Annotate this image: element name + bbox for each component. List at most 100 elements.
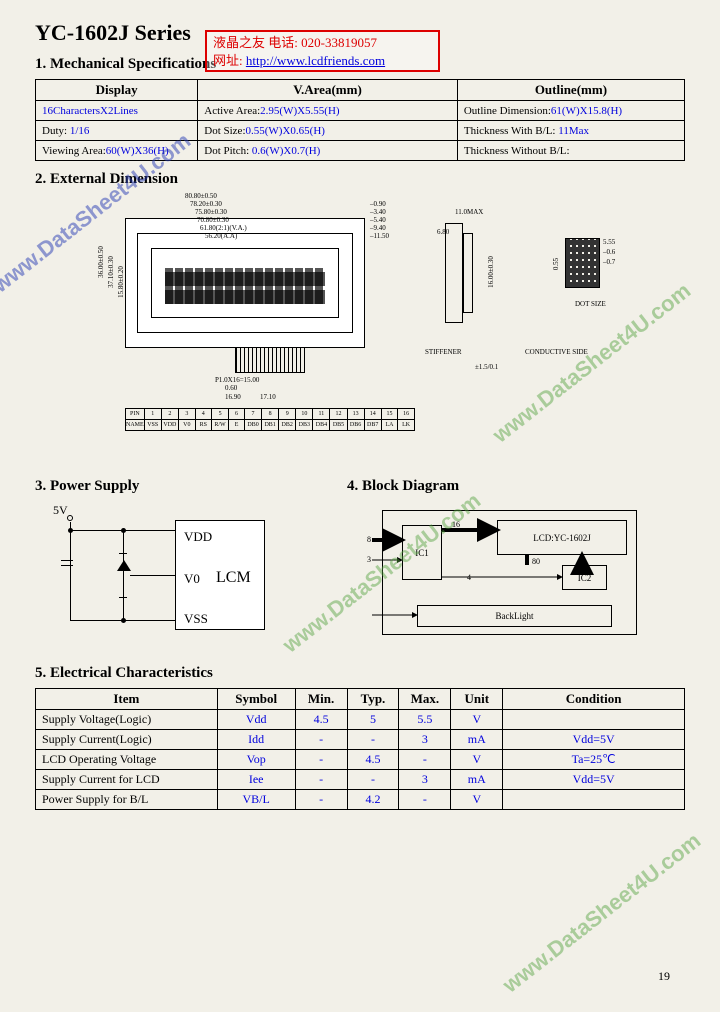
pin-name: LK [398,420,415,431]
pot-bot [119,597,127,598]
cell: V [451,710,503,730]
wire [70,530,71,620]
5v-label: 5V [53,503,68,518]
dim-label: 75.80±0.30 [195,208,227,216]
cell: Vop [217,750,295,770]
dim-label: 70.80±0.30 [197,216,229,224]
pin-name: DB0 [244,420,261,431]
dim-label: CONDUCTIVE SIDE [525,348,588,356]
dim-label: –0.7 [603,258,615,266]
cell [503,790,685,810]
vdd-label: VDD [184,529,212,545]
cell: VB/L [217,790,295,810]
cell: - [399,750,451,770]
pin-name: R/W [212,420,229,431]
cell: - [347,730,399,750]
dim-label: 56.20(A.A) [205,232,237,240]
pin-name: DB6 [347,420,364,431]
pin-num: 15 [381,409,398,420]
cell: Vdd=5V [503,770,685,790]
dim-label: ±1.5/0.1 [475,363,498,371]
name-header: NAME [126,420,145,431]
th: Min. [295,689,347,710]
dot-detail [565,238,600,288]
cell: 3 [399,770,451,790]
cell: 1/16 [70,125,90,137]
cell: - [347,770,399,790]
mech-spec-table: Display V.Area(mm) Outline(mm) 16Charact… [35,79,685,161]
side-view-drawing: 11.0MAX 6.80 16.00±0.30 5.55 –0.6 –0.7 0… [445,218,625,348]
pin-name: E [229,420,245,431]
pin-header: PIN [126,409,145,420]
v0-label: V0 [184,571,200,587]
cell: Supply Current for LCD [36,770,218,790]
mech-row: Viewing Area:60(W)X36(H) Dot Pitch: 0.6(… [36,141,685,161]
cell: Iee [217,770,295,790]
th-display: Display [36,80,198,101]
cell: 4.5 [295,710,347,730]
cell: 0.6(W)X0.7(H) [252,145,320,157]
pin-num: 8 [262,409,279,420]
cell: 61(W)X15.8(H) [551,105,622,117]
stamp-line1: 液晶之友 电话: 020-33819057 [213,34,432,52]
dim-label: –11.50 [370,232,389,240]
dim-label: STIFFENER [425,348,462,356]
stamp-box: 液晶之友 电话: 020-33819057 网址: http://www.lcd… [205,30,440,72]
cell: 0.55(W)X0.65(H) [246,125,325,137]
th: Max. [399,689,451,710]
dim-label: 5.55 [603,238,615,246]
dim-label: 6.80 [437,228,449,236]
cell [503,710,685,730]
cell: 11Max [558,125,589,137]
dim-label: –3.40 [370,208,386,216]
pin-name: DB7 [364,420,381,431]
dim-label: –9.40 [370,224,386,232]
cell-label: Thickness Without B/L: [464,145,570,157]
pin-num: 3 [179,409,195,420]
vss-label: VSS [184,611,208,627]
pin-name: DB5 [330,420,347,431]
cell-label: Duty: [42,125,67,137]
pin-table: PIN 12345678910111213141516 NAME VSSVDDV… [125,408,415,431]
cell: V [451,790,503,810]
stamp-prefix: 网址: [213,53,246,68]
elec-row: Supply Current for LCD Iee - - 3 mA Vdd=… [36,770,685,790]
pin-num: 7 [244,409,261,420]
cell: mA [451,730,503,750]
th: Unit [451,689,503,710]
connector-tab [235,348,305,373]
dim-label: 0.60 [225,384,237,392]
pin-num: 16 [398,409,415,420]
cell: 2.95(W)X5.55(H) [260,105,339,117]
pin-name: LA [381,420,398,431]
dim-label: DOT SIZE [575,300,606,308]
cell: Vdd=5V [503,730,685,750]
pin-num: 2 [161,409,178,420]
elec-row: LCD Operating Voltage Vop - 4.5 - V Ta=2… [36,750,685,770]
bd-connections [367,505,647,645]
dim-label: 36.00±0.50 [97,246,105,278]
pot-wiper-icon [117,560,131,571]
block-diagram: IC1 LCD:YC-1602J IC2 BackLight 8 3 4 16 … [367,505,647,645]
cell: Vdd [217,710,295,730]
cell-label: Thickness With B/L: [464,125,556,137]
dim-label: 16.00±0.30 [487,256,495,288]
cell-label: Dot Pitch: [204,145,249,157]
wire [70,522,71,530]
th: Symbol [217,689,295,710]
cell: - [295,730,347,750]
cell: 4.5 [347,750,399,770]
dot-matrix [165,268,325,304]
dim-label: 78.20±0.30 [190,200,222,208]
dim-label: –0.90 [370,200,386,208]
dim-label: 0.55 [552,258,560,270]
stamp-link[interactable]: http://www.lcdfriends.com [246,53,385,68]
node-icon [121,618,126,623]
cell: mA [451,770,503,790]
lcm-label: LCM [216,569,251,587]
side-profile [463,233,473,313]
cell: - [295,750,347,770]
pin-num: 14 [364,409,381,420]
pin-name: DB1 [262,420,279,431]
pin-name: V0 [179,420,195,431]
